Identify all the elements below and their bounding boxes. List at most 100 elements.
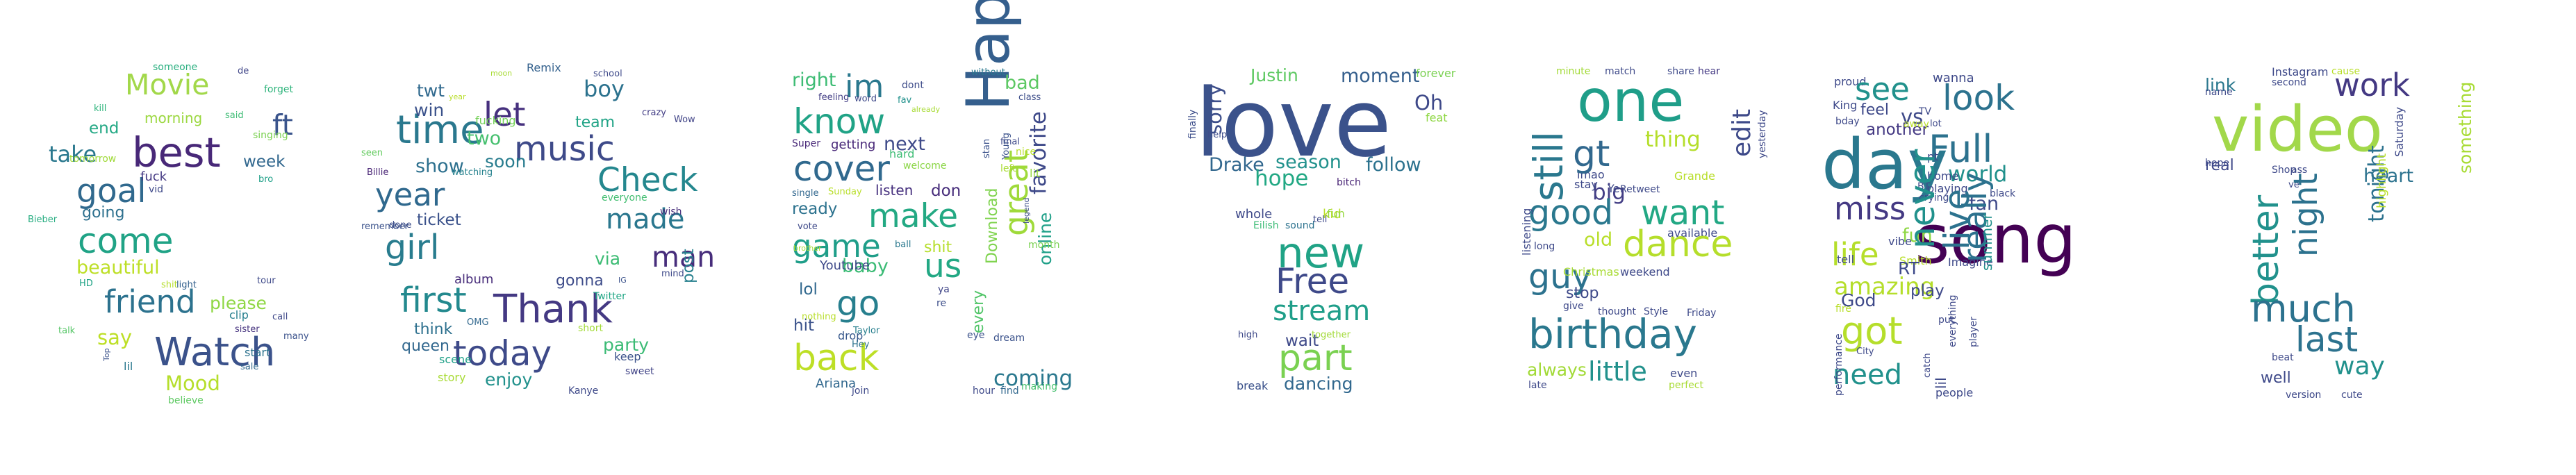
cloud-word: stream — [1273, 295, 1371, 327]
cloud-word: playing — [1927, 182, 1968, 195]
cloud-word: soon — [485, 151, 527, 172]
cloud-word: IG — [618, 276, 627, 285]
cloud-word: HD — [79, 278, 93, 289]
cloud-word: goal — [76, 172, 147, 210]
cloud-word: Smith — [1899, 254, 1932, 267]
cloud-word: class — [1018, 92, 1041, 103]
cloud-word: Free — [1275, 261, 1350, 301]
cloud-word: sale — [240, 362, 259, 372]
cloud-word: eye — [967, 330, 985, 341]
cloud-word: wanna — [1933, 71, 1974, 85]
cloud-word: got — [1841, 309, 1903, 353]
cloud-word: Christmas — [1563, 265, 1619, 278]
cloud-word: vid — [149, 184, 164, 195]
cloud-word: old — [1584, 229, 1613, 251]
cloud-word: welcome — [903, 160, 947, 172]
cloud-word: late — [1528, 380, 1547, 391]
cloud-word: go — [836, 283, 880, 324]
cloud-word: another — [1866, 121, 1929, 139]
cloud-word: cute — [2341, 390, 2363, 401]
cloud-word: catch — [1922, 353, 1933, 378]
cloud-word: hour — [973, 385, 996, 397]
cloud-word: kill — [94, 103, 107, 114]
cloud-word: performance — [1833, 333, 1844, 396]
cloud-word: want — [1641, 193, 1725, 233]
cloud-word: crying — [1919, 192, 1949, 203]
cloud-word: RT — [1898, 258, 1919, 278]
cloud-word: new — [1277, 228, 1365, 278]
cloud-word: without — [971, 67, 1005, 78]
cloud-word: album — [454, 272, 494, 287]
cloud-word: ve — [2288, 180, 2300, 190]
cloud-word: Eilish — [1253, 220, 1279, 231]
cloud-word: City — [1856, 347, 1874, 357]
cloud-word: well — [2261, 369, 2291, 387]
cloud-word: going — [82, 204, 125, 222]
cloud-word: girl — [385, 228, 440, 267]
cloud-word: take — [49, 141, 97, 167]
cloud-word: play — [1910, 282, 1945, 300]
cloud-word: school — [593, 69, 622, 79]
cloud-word: find — [1000, 385, 1019, 397]
cloud-word: short — [578, 323, 603, 334]
cloud-word: hear — [1698, 66, 1720, 77]
cloud-word: fun — [1902, 225, 1933, 247]
cloud-word: nothing — [802, 312, 836, 322]
cloud-word: brother — [793, 244, 822, 253]
cloud-word: Justin — [1250, 65, 1298, 85]
cloud-word: ya — [938, 284, 950, 295]
cloud-word: black — [1990, 188, 2016, 199]
cloud-word: best — [132, 128, 221, 176]
cloud-word: something — [2455, 81, 2475, 174]
cloud-word: lil — [124, 360, 133, 373]
cloud-word: available — [1667, 226, 1718, 240]
cloud-word: baby — [842, 256, 889, 277]
cloud-word: Grande — [1674, 169, 1715, 183]
cloud-word: queen — [402, 338, 449, 355]
cloud-word: fuck — [140, 169, 167, 184]
cloud-word: put — [1938, 315, 1955, 326]
cloud-word: high — [1238, 330, 1258, 340]
cloud-word: Taylor — [853, 326, 880, 336]
cloud-word: home — [1927, 169, 1959, 183]
cloud-word: week — [243, 153, 286, 171]
cloud-word: vibe — [1888, 235, 1912, 248]
cloud-word: wish — [660, 206, 682, 217]
cloud-word: listen — [875, 182, 914, 199]
cloud-word: listening — [1520, 208, 1533, 256]
cloud-word: thought — [1598, 306, 1637, 317]
cloud-word: forever — [1416, 67, 1456, 80]
cloud-word: every — [970, 290, 987, 333]
cloud-word: BT — [1917, 181, 1931, 192]
cloud-word: Imagine — [1948, 256, 1993, 269]
cloud-word: follow — [1366, 154, 1421, 176]
cloud-word: coming — [993, 366, 1073, 391]
cloud-word: life — [1831, 236, 1879, 273]
cloud-word: make — [868, 197, 959, 235]
cloud-word: together — [1312, 330, 1351, 340]
cloud-word: birthday — [1528, 310, 1697, 358]
cloud-word: people — [1935, 386, 1974, 399]
cloud-word: second — [2272, 77, 2306, 88]
cloud-word: tell — [1313, 215, 1328, 225]
cloud-word: world — [1948, 162, 2008, 187]
cloud-word: made — [606, 203, 685, 235]
cloud-word: pt — [1927, 150, 1939, 163]
cloud-word: re — [936, 298, 947, 309]
cloud-word: said — [225, 110, 244, 121]
cloud-word: ft — [272, 108, 293, 142]
cloud-word: word — [854, 94, 877, 104]
cloud-word: sweet — [625, 366, 654, 377]
cloud-word: online — [1035, 212, 1055, 265]
cloud-word: us — [924, 247, 962, 285]
cloud-word: enjoy — [485, 369, 533, 390]
cloud-word: lmao — [1577, 168, 1605, 181]
cloud-word: summer — [1979, 213, 1995, 271]
cloud-word: Hey — [852, 340, 870, 350]
cloud-word: Twitter — [593, 291, 626, 302]
cloud-word: via — [595, 249, 621, 269]
cloud-word: Movie — [125, 68, 210, 101]
cloud-word: still — [1525, 131, 1572, 201]
word-cloud-3: right im know cover make game go back us Happy gre… — [764, 0, 1139, 475]
